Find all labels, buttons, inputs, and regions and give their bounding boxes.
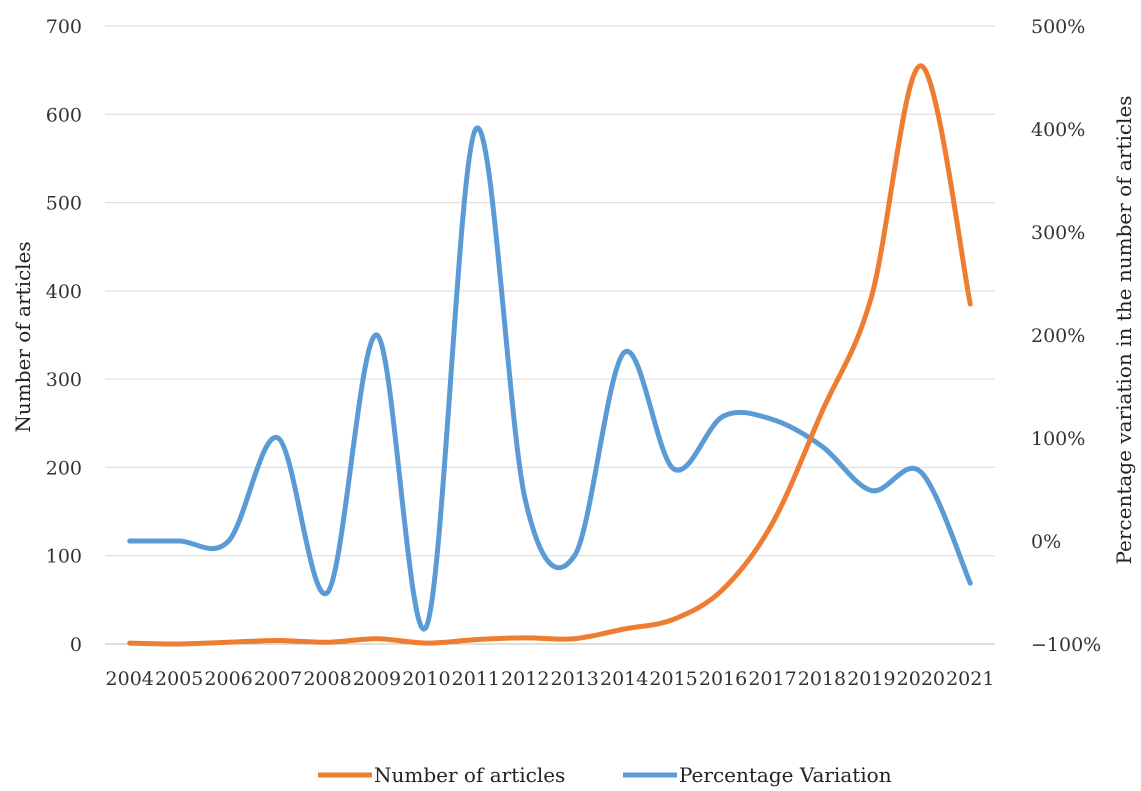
y2-tick-label: 200% xyxy=(1031,325,1085,347)
y-tick-label: 100 xyxy=(46,546,82,568)
y2-tick-label: 300% xyxy=(1031,222,1085,244)
y2-tick-label: 400% xyxy=(1031,119,1085,141)
y-tick-label: 300 xyxy=(46,369,82,391)
x-tick-label: 2013 xyxy=(551,668,599,690)
x-tick-label: 2018 xyxy=(798,668,846,690)
x-axis-ticks: 2004 2005 2006 2007 2008 2009 2010 2011 2012 2013… xyxy=(106,668,995,690)
x-tick-label: 2005 xyxy=(155,668,203,690)
y2-tick-label: 100% xyxy=(1031,428,1085,450)
x-tick-label: 2017 xyxy=(748,668,796,690)
legend-label: Percentage Variation xyxy=(679,763,892,787)
series-line-percentage-variation xyxy=(127,125,973,632)
x-tick-label: 2014 xyxy=(600,668,648,690)
x-tick-label: 2008 xyxy=(303,668,351,690)
y2-tick-label: 500% xyxy=(1031,16,1085,38)
x-tick-label: 2019 xyxy=(847,668,895,690)
x-tick-label: 2009 xyxy=(353,668,401,690)
x-tick-label: 2011 xyxy=(452,668,500,690)
right-axis-ticks: −100% 0% 100% 200% 300% 400% 500% xyxy=(1031,16,1101,656)
y-axis-title: Number of articles xyxy=(11,241,35,432)
x-tick-label: 2004 xyxy=(106,668,154,690)
x-tick-label: 2021 xyxy=(946,668,994,690)
y-tick-label: 400 xyxy=(46,281,82,303)
y-tick-label: 600 xyxy=(46,104,82,126)
x-tick-label: 2010 xyxy=(402,668,450,690)
y-tick-label: 500 xyxy=(46,193,82,215)
left-axis-ticks: 0 100 200 300 400 500 600 700 xyxy=(46,16,82,656)
x-tick-label: 2016 xyxy=(699,668,747,690)
y-tick-label: 700 xyxy=(46,16,82,38)
x-tick-label: 2012 xyxy=(501,668,549,690)
legend-label: Number of articles xyxy=(374,763,565,787)
legend: Number of articles Percentage Variation xyxy=(318,763,892,787)
x-tick-label: 2006 xyxy=(204,668,252,690)
y-tick-label: 0 xyxy=(70,634,82,656)
x-tick-label: 2007 xyxy=(254,668,302,690)
y2-tick-label: 0% xyxy=(1031,531,1061,553)
gridlines xyxy=(105,25,995,645)
y-tick-label: 200 xyxy=(46,457,82,479)
x-tick-label: 2015 xyxy=(649,668,697,690)
y2-tick-label: −100% xyxy=(1031,634,1101,656)
series-lines xyxy=(127,63,973,647)
series-line-number-of-articles xyxy=(127,63,973,647)
x-tick-label: 2020 xyxy=(897,668,945,690)
y2-axis-title: Percentage variation in the number of ar… xyxy=(1112,95,1136,564)
